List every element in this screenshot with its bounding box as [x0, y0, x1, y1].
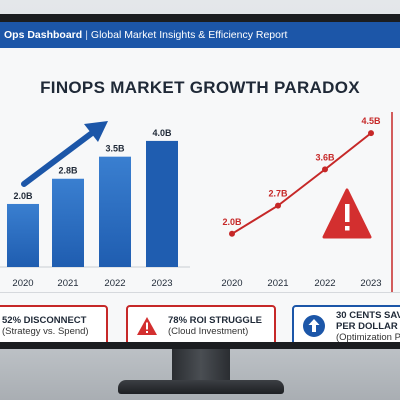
up-trend-arrow-head [84, 121, 108, 142]
stat-detail: (Cloud Investment) [168, 326, 249, 337]
stat-card-roi: 78% ROI STRUGGLE (Cloud Investment) [126, 305, 276, 342]
bar-value-label: 2.0B [13, 191, 33, 201]
trend-category-label: 2023 [360, 278, 381, 289]
bar-category-label: 2020 [12, 278, 33, 289]
stat-card-disconnect: 52% DISCONNECT (Strategy vs. Spend) [0, 305, 108, 342]
trend-value-label: 3.6B [315, 152, 335, 162]
bar [52, 178, 84, 267]
page-title: FINOPS MARKET GROWTH PARADOX [40, 78, 360, 97]
bar-value-label: 4.0B [152, 128, 172, 138]
dashboard-header: Ops Dashboard | Global Market Insights &… [0, 22, 400, 48]
trend-point [275, 202, 281, 209]
trend-line [231, 132, 372, 235]
bar [7, 203, 39, 267]
warning-icon [137, 317, 157, 335]
trend-category-label: 2021 [267, 278, 288, 289]
trend-point [322, 166, 328, 173]
trend-point [229, 230, 235, 237]
monitor-frame: Ops Dashboard | Global Market Insights &… [0, 14, 400, 349]
app-title: Ops Dashboard [4, 29, 83, 41]
bar-category-label: 2021 [57, 278, 78, 289]
warning-dot [345, 226, 350, 231]
bar-value-label: 2.8B [58, 166, 78, 176]
warning-mark [345, 204, 350, 222]
trend-point [368, 130, 374, 137]
header-separator: | [85, 29, 88, 41]
trend-category-label: 2020 [221, 278, 242, 289]
screen: Ops Dashboard | Global Market Insights &… [0, 22, 400, 342]
trend-value-label: 2.0B [222, 217, 242, 227]
divider [0, 292, 400, 293]
stat-headline-cont: PER DOLLAR [336, 320, 398, 332]
monitor-stand-base [118, 380, 284, 394]
bar-category-label: 2023 [151, 278, 172, 289]
bar [146, 140, 178, 267]
trend-value-label: 2.7B [268, 189, 288, 199]
stat-headline: 30 CENTS SAVED [336, 309, 400, 321]
report-subtitle: Global Market Insights & Efficiency Repo… [90, 29, 288, 41]
stat-detail: (Optimization Potential) [336, 331, 400, 343]
stat-card-savings: 30 CENTS SAVED PER DOLLAR (Optimization … [292, 305, 400, 342]
stat-headline: 78% ROI STRUGGLE [168, 315, 262, 326]
arrow-up-circle-icon [303, 315, 325, 337]
up-trend-arrow [21, 127, 99, 187]
bar-category-label: 2022 [104, 278, 125, 289]
trend-value-label: 4.5B [361, 116, 381, 126]
monitor-stand-neck [172, 349, 230, 383]
bar [99, 156, 131, 267]
stat-headline: 52% DISCONNECT [2, 315, 87, 326]
bar-chart: 2.0B 2020 2.8B 2021 3.5B 2022 4.0B 2023 [0, 121, 190, 289]
trend-category-label: 2022 [314, 278, 335, 289]
bar-value-label: 3.5B [105, 144, 125, 154]
line-chart: 2.0B 2020 2.7B 2021 3.6B 2022 4.5B 2023 [221, 116, 381, 289]
charts-area: 2.0B 2020 2.8B 2021 3.5B 2022 4.0B 2023 2.0B 202… [0, 112, 393, 292]
stat-detail: (Strategy vs. Spend) [2, 326, 89, 337]
